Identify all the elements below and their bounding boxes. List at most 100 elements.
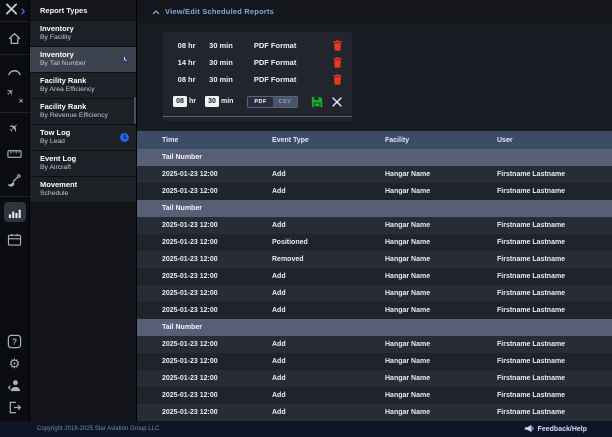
cell-event-type: Positioned bbox=[272, 239, 385, 246]
sidebar-item[interactable]: Tow Log By Lead bbox=[30, 125, 136, 151]
sidebar-item-title: Event Log bbox=[40, 154, 76, 163]
account-icon[interactable] bbox=[5, 376, 25, 394]
home-icon[interactable] bbox=[5, 29, 25, 47]
format-option-pdf[interactable]: PDF bbox=[248, 97, 272, 107]
clock-badge-blue-icon bbox=[120, 133, 129, 142]
column-header-event-type[interactable]: Event Type bbox=[272, 137, 385, 144]
cell-facility: Hangar Name bbox=[385, 171, 497, 178]
cancel-edit-button[interactable] bbox=[332, 97, 342, 107]
column-header-facility[interactable]: Facility bbox=[385, 137, 497, 144]
sidebar-item-title: Inventory bbox=[40, 50, 86, 59]
sidebar-item-subtitle: By Lead bbox=[40, 138, 70, 146]
hour-input[interactable] bbox=[173, 96, 187, 107]
airplane-icon[interactable]: ✈ bbox=[5, 119, 25, 137]
cell-time: 2025-01-23 12:00 bbox=[137, 256, 272, 263]
cell-facility: Hangar Name bbox=[385, 222, 497, 229]
column-header-time[interactable]: Time bbox=[137, 137, 272, 144]
svg-text:?: ? bbox=[12, 337, 17, 346]
cell-time: 2025-01-23 12:00 bbox=[137, 171, 272, 178]
report-minute-value: 30 bbox=[205, 75, 218, 84]
table-row: 2025-01-23 12:00 Add Hangar Name Firstna… bbox=[137, 353, 612, 370]
table-row: 2025-01-23 12:00 Add Hangar Name Firstna… bbox=[137, 387, 612, 404]
app-window: ✈ ✕ ✈ ? ⚙ bbox=[0, 0, 612, 437]
report-format: PDF Format bbox=[254, 58, 297, 67]
main-content: View/Edit Scheduled Reports 08 hr 30 min… bbox=[137, 0, 612, 421]
delete-report-button[interactable] bbox=[333, 57, 342, 68]
sidebar-item-list: Inventory By Facility Inventory By Tail … bbox=[30, 21, 136, 203]
cell-facility: Hangar Name bbox=[385, 341, 497, 348]
cell-event-type: Add bbox=[272, 290, 385, 297]
icon-rail: ✈ ✕ ✈ ? ⚙ bbox=[0, 0, 30, 421]
flights-icon[interactable]: ✈ ✕ bbox=[5, 87, 25, 105]
sidebar-item-subtitle: By Revenue Efficiency bbox=[40, 112, 108, 120]
hangar-icon[interactable] bbox=[5, 61, 25, 79]
minute-label: min bbox=[220, 75, 233, 84]
scheduled-report-row: 14 hr 30 min PDF Format bbox=[163, 54, 352, 71]
cell-event-type: Add bbox=[272, 409, 385, 416]
cell-event-type: Add bbox=[272, 307, 385, 314]
cell-user: Firstname Lastname bbox=[497, 222, 612, 229]
sidebar-item[interactable]: Inventory By Tail Number bbox=[30, 47, 136, 73]
settings-gear-icon[interactable]: ⚙ bbox=[5, 354, 25, 372]
sidebar-item-title: Facility Rank bbox=[40, 102, 108, 111]
delete-report-button[interactable] bbox=[333, 74, 342, 85]
app-logo-button[interactable] bbox=[0, 0, 29, 22]
sidebar-item-subtitle: Schedule bbox=[40, 190, 77, 198]
cell-facility: Hangar Name bbox=[385, 392, 497, 399]
minute-label: min bbox=[220, 58, 233, 67]
table-group: Tail Number 2025-01-23 12:00 Add Hangar … bbox=[137, 149, 612, 200]
hour-label: hr bbox=[188, 75, 196, 84]
cell-time: 2025-01-23 12:00 bbox=[137, 375, 272, 382]
sidebar-item[interactable]: Event Log By Aircraft bbox=[30, 151, 136, 177]
table-row: 2025-01-23 12:00 Add Hangar Name Firstna… bbox=[137, 404, 612, 421]
cell-user: Firstname Lastname bbox=[497, 239, 612, 246]
reports-chart-icon[interactable] bbox=[4, 202, 26, 222]
table-row: 2025-01-23 12:00 Add Hangar Name Firstna… bbox=[137, 370, 612, 387]
scheduled-report-row: 08 hr 30 min PDF Format bbox=[163, 71, 352, 88]
report-minute-value: 30 bbox=[205, 41, 218, 50]
scheduled-reports-toggle[interactable]: View/Edit Scheduled Reports bbox=[137, 0, 612, 23]
cell-facility: Hangar Name bbox=[385, 256, 497, 263]
sidebar-title: Report Types bbox=[30, 0, 136, 21]
minute-input[interactable] bbox=[205, 96, 219, 107]
cell-time: 2025-01-23 12:00 bbox=[137, 188, 272, 195]
footer-bar: Copyright 2018-2025 Star Aviation Group … bbox=[0, 421, 612, 437]
clock-badge-icon bbox=[120, 55, 129, 64]
table-group: Tail Number 2025-01-23 12:00 Add Hangar … bbox=[137, 200, 612, 319]
table-group: Tail Number 2025-01-23 12:00 Add Hangar … bbox=[137, 319, 612, 421]
cell-facility: Hangar Name bbox=[385, 273, 497, 280]
sidebar-item[interactable]: Movement Schedule bbox=[30, 177, 136, 203]
report-hour-value: 14 bbox=[173, 58, 186, 67]
feedback-help-link[interactable]: Feedback/Help bbox=[524, 424, 587, 435]
cell-event-type: Add bbox=[272, 188, 385, 195]
sidebar-item-subtitle: By Tail Number bbox=[40, 60, 86, 68]
schedule-icon[interactable] bbox=[5, 230, 25, 248]
logout-icon[interactable] bbox=[5, 398, 25, 416]
chevron-up-icon bbox=[152, 2, 160, 20]
format-option-csv[interactable]: CSV bbox=[273, 97, 297, 107]
cell-time: 2025-01-23 12:00 bbox=[137, 307, 272, 314]
tow-shovel-icon[interactable] bbox=[5, 171, 25, 189]
x-mark-icon: ✕ bbox=[18, 98, 23, 105]
delete-report-button[interactable] bbox=[333, 40, 342, 51]
sidebar-item[interactable]: Facility Rank By Area Efficiency bbox=[30, 73, 136, 99]
cell-user: Firstname Lastname bbox=[497, 307, 612, 314]
cell-user: Firstname Lastname bbox=[497, 256, 612, 263]
sidebar-item-subtitle: By Aircraft bbox=[40, 164, 76, 172]
cell-time: 2025-01-23 12:00 bbox=[137, 341, 272, 348]
x-logo-icon bbox=[5, 2, 18, 20]
ruler-icon[interactable] bbox=[5, 145, 25, 163]
column-header-user[interactable]: User bbox=[497, 137, 612, 144]
table-row: 2025-01-23 12:00 Add Hangar Name Firstna… bbox=[137, 166, 612, 183]
copyright-text: Copyright 2018-2025 Star Aviation Group … bbox=[37, 426, 159, 432]
save-report-button[interactable] bbox=[311, 96, 323, 108]
scheduled-report-list: 08 hr 30 min PDF Format 14 hr 30 bbox=[163, 37, 352, 88]
help-icon[interactable]: ? bbox=[5, 332, 25, 350]
cell-facility: Hangar Name bbox=[385, 188, 497, 195]
sidebar-item[interactable]: Facility Rank By Revenue Efficiency bbox=[30, 99, 136, 125]
table-row: 2025-01-23 12:00 Add Hangar Name Firstna… bbox=[137, 285, 612, 302]
sidebar-item[interactable]: Inventory By Facility bbox=[30, 21, 136, 47]
cell-time: 2025-01-23 12:00 bbox=[137, 222, 272, 229]
sidebar-scrollbar[interactable] bbox=[134, 97, 136, 124]
table-row: 2025-01-23 12:00 Positioned Hangar Name … bbox=[137, 234, 612, 251]
